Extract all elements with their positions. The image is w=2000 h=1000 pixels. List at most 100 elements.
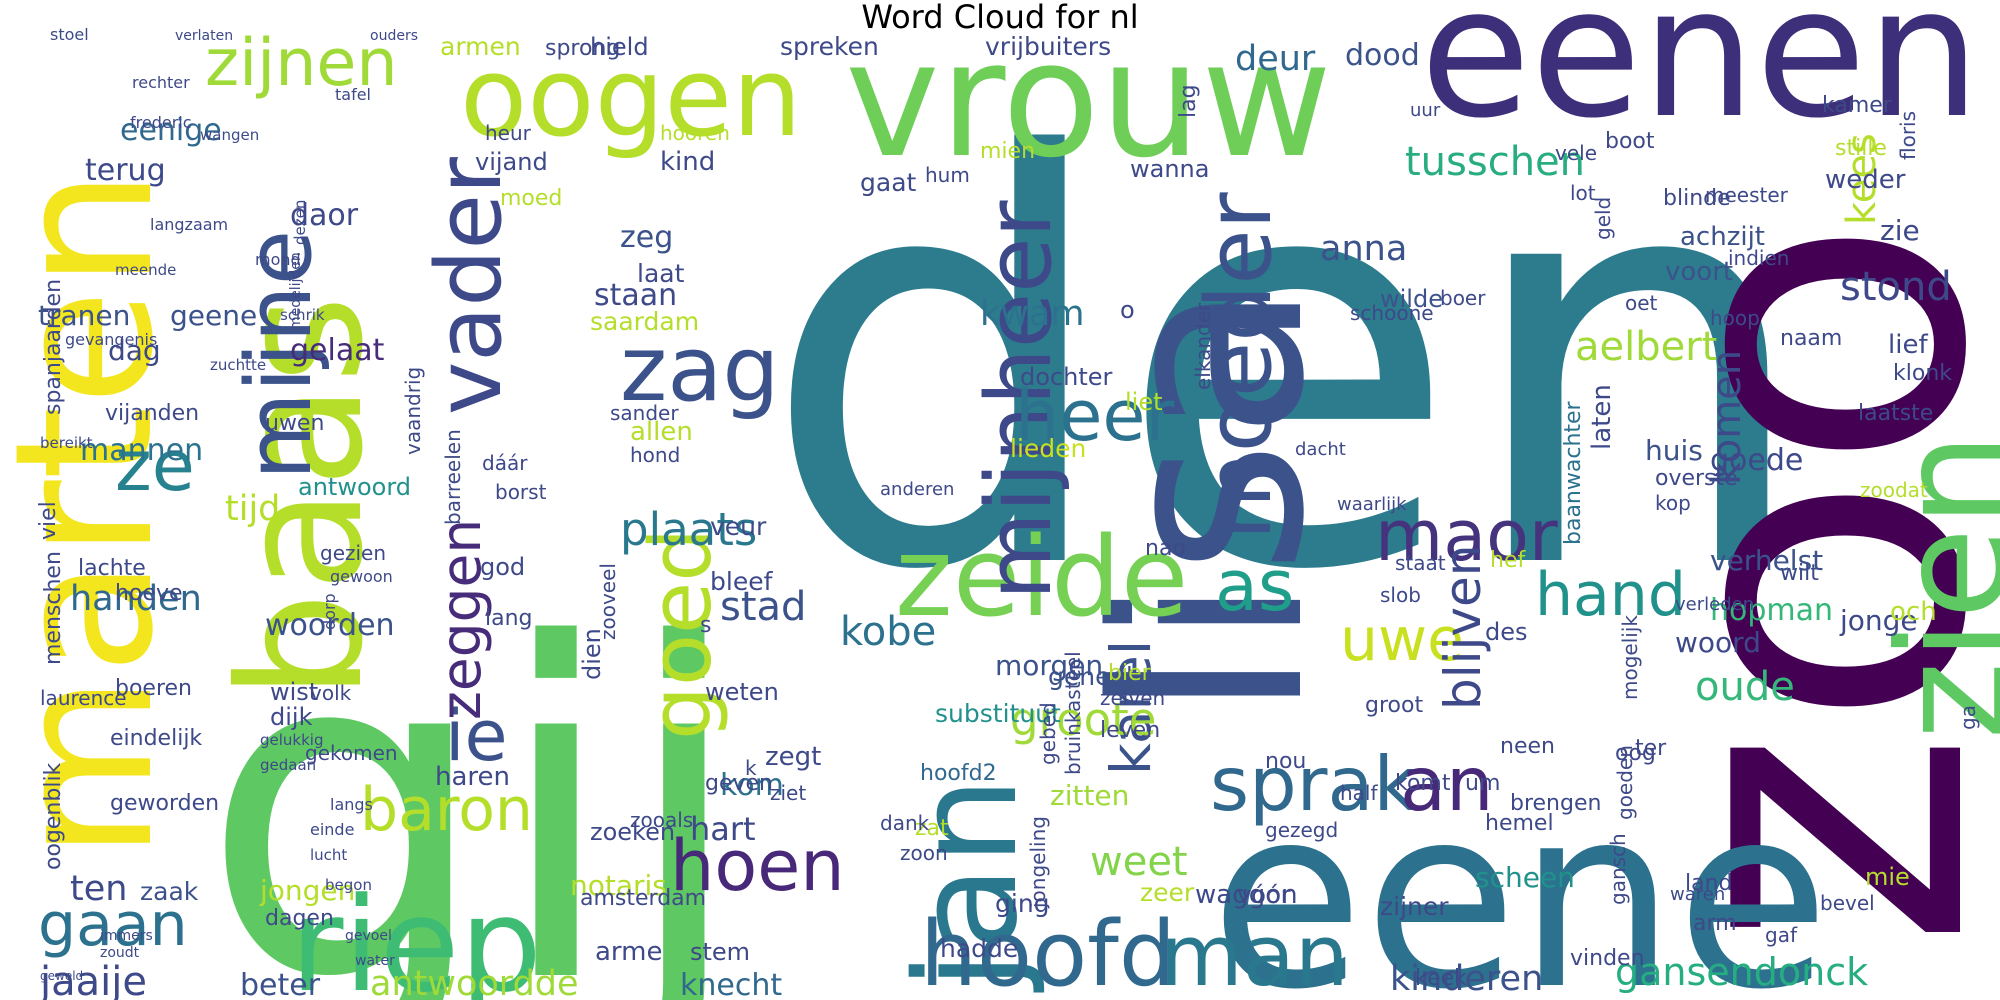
word-allen: allen bbox=[630, 417, 693, 447]
word-blijven: blijven bbox=[1434, 545, 1492, 710]
word-spanjaarden: spanjaarden bbox=[41, 279, 66, 415]
word-wilde: wilde bbox=[1380, 285, 1443, 313]
word-laat: laat bbox=[637, 259, 685, 288]
word-gelukkig: gelukkig bbox=[260, 731, 324, 749]
word-gedaan: gedaan bbox=[260, 756, 316, 774]
word-kees: kees bbox=[1839, 133, 1885, 225]
word-zoodat: zoodat bbox=[1860, 478, 1928, 502]
word-hart: hart bbox=[690, 810, 756, 848]
word-moeder: moeder bbox=[1187, 192, 1292, 540]
word-vrijbuiters: vrijbuiters bbox=[985, 32, 1111, 61]
word-eenige: eenige bbox=[120, 113, 222, 148]
word-lang: lang bbox=[485, 606, 533, 631]
word-zoon: zoon bbox=[900, 841, 948, 865]
word-gaf: gaf bbox=[1765, 923, 1798, 947]
word-gebed: gebed bbox=[1036, 702, 1060, 765]
word-begon: begon bbox=[325, 876, 372, 894]
word-hum: hum bbox=[925, 163, 970, 187]
word-aelbert: aelbert bbox=[1575, 324, 1717, 370]
word-einde: einde bbox=[310, 820, 354, 839]
word-voort: voort bbox=[1665, 257, 1733, 287]
word-kom: kom bbox=[720, 768, 784, 803]
word-dag: dag bbox=[108, 334, 161, 367]
word-stille: stille bbox=[1835, 136, 1887, 161]
word-bruinkasteel: bruinkasteel bbox=[1061, 651, 1085, 775]
word-verhelst: verhelst bbox=[1710, 544, 1823, 577]
word-uur: uur bbox=[1410, 100, 1441, 121]
word-geworden: geworden bbox=[110, 791, 219, 816]
word-scheen: scheen bbox=[1475, 861, 1575, 894]
word-zat: zat bbox=[915, 816, 949, 841]
word-wist: wist bbox=[270, 678, 318, 706]
word-karel: karel bbox=[1099, 640, 1163, 775]
word-liet: liet bbox=[1125, 388, 1163, 416]
word-terug: terug bbox=[85, 153, 166, 188]
word-wangen: wangen bbox=[200, 126, 259, 144]
word-kamer: kamer bbox=[1822, 93, 1893, 118]
word-achzijt: achzijt bbox=[1680, 222, 1765, 252]
word-mond: mond bbox=[255, 250, 301, 269]
word-dijk: dijk bbox=[270, 703, 313, 731]
word-meester: meester bbox=[1705, 183, 1789, 207]
word-uwe: uwe bbox=[1340, 605, 1464, 675]
word-sprong: sprong bbox=[545, 36, 620, 61]
word-knecht: knecht bbox=[680, 968, 782, 1000]
word-lief: lief bbox=[1888, 330, 1928, 360]
word-staat: staat bbox=[1395, 551, 1446, 575]
word-geene: geene bbox=[170, 299, 257, 332]
word-goeden: goeden bbox=[1613, 745, 1637, 820]
word-gekomen: gekomen bbox=[305, 741, 398, 765]
word-lisa: lisa bbox=[1060, 281, 1362, 720]
word-vaandrig: vaandrig bbox=[401, 367, 425, 455]
word-floris: floris bbox=[1896, 111, 1920, 160]
word-geheel: geheel bbox=[1048, 662, 1133, 691]
word-schoone: schoone bbox=[1350, 301, 1434, 325]
word-zeggen: zeggen bbox=[429, 519, 493, 720]
word-laatste: laatste bbox=[1858, 401, 1933, 426]
word-hoofd2: hoofd2 bbox=[920, 761, 997, 786]
word-frederic: frederic bbox=[130, 113, 192, 132]
word-zien: zien bbox=[1867, 432, 2000, 740]
word-langs: langs bbox=[330, 795, 373, 814]
word-oogenblik: oogenblik bbox=[41, 762, 66, 870]
word-jongen: jongen bbox=[259, 874, 355, 907]
word-heur: heur bbox=[485, 121, 532, 145]
word-uwen: uwen bbox=[265, 411, 324, 436]
word-vrouw: vrouw bbox=[845, 6, 1332, 193]
word-zoudt: zoudt bbox=[100, 945, 140, 961]
word-zooveel: zooveel bbox=[596, 563, 620, 640]
word-amsterdam: amsterdam bbox=[580, 886, 706, 911]
word-gezien: gezien bbox=[320, 541, 386, 565]
word-kwam: kwam bbox=[980, 294, 1084, 334]
word-staan: staan bbox=[594, 278, 677, 313]
word-lucht: lucht bbox=[310, 846, 347, 864]
word-dochter: dochter bbox=[1020, 363, 1113, 391]
word-lot: lot bbox=[1570, 181, 1596, 205]
word-bevel: bevel bbox=[1820, 891, 1875, 915]
word-medelijden: medelijden bbox=[288, 252, 304, 330]
word-maor: maor bbox=[1375, 495, 1558, 577]
word-baron: baron bbox=[360, 775, 533, 845]
word-as: as bbox=[1215, 545, 1294, 627]
word-viel: viel bbox=[36, 501, 61, 540]
word-gansendonck: gansendonck bbox=[1615, 950, 1868, 994]
word-kobe: kobe bbox=[840, 609, 936, 655]
word-oet: oet bbox=[1625, 291, 1658, 315]
word-ouders: ouders bbox=[370, 28, 418, 44]
word-mien: mien bbox=[980, 139, 1035, 164]
word-veur: veur bbox=[710, 512, 767, 541]
word-sander: sander bbox=[610, 401, 679, 425]
word-oude: oude bbox=[1695, 664, 1795, 710]
word-s: s bbox=[700, 613, 711, 638]
word-boot: boot bbox=[1605, 129, 1655, 154]
word-stad: stad bbox=[720, 584, 806, 630]
word-weten: weten bbox=[705, 678, 779, 706]
word-mogelijk: mogelijk bbox=[1618, 615, 1642, 700]
word-deur: deur bbox=[1235, 39, 1316, 79]
word-water: water bbox=[355, 953, 395, 969]
word-mijne: mijne bbox=[227, 230, 332, 480]
word-daar: dáár bbox=[482, 451, 528, 475]
word-laurence: laurence bbox=[40, 686, 127, 710]
word-ie: ie bbox=[445, 695, 508, 777]
